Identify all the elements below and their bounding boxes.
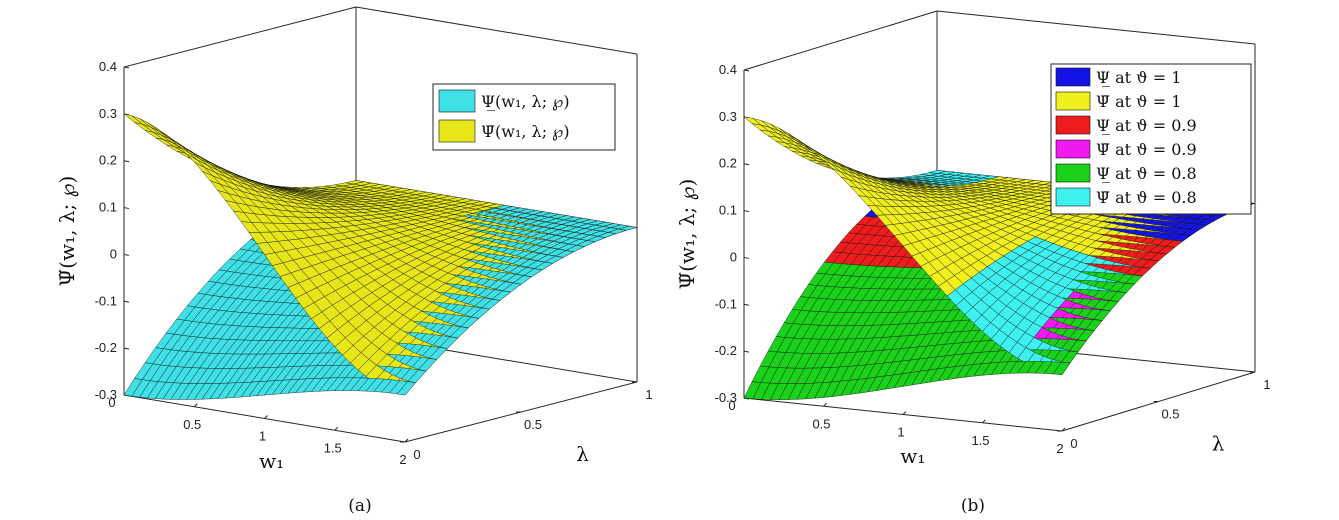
z-tick (123, 160, 130, 163)
z-axis-label: Ψ̃(w₁, λ; ℘) (55, 176, 79, 287)
legend-label: Ψ̲(w₁, λ; ℘) (481, 92, 570, 111)
z-tick-label: -0.1 (95, 293, 117, 308)
y-axis-label: λ (1212, 432, 1225, 456)
surface-mesh (123, 113, 638, 400)
x-tick (404, 438, 409, 443)
legend-label: Ψ̄ at ϑ = 0.9 (1096, 140, 1197, 159)
z-tick-label: 0 (110, 246, 117, 261)
z-tick (743, 350, 750, 353)
z-tick (123, 207, 130, 210)
y-tick-label: 1 (645, 387, 652, 402)
y-axis-label: λ (576, 442, 589, 466)
z-tick-label: -0.1 (715, 296, 737, 311)
legend-label: Ψ̄(w₁, λ; ℘) (481, 122, 570, 141)
legend-b: Ψ̲ at ϑ = 1 Ψ̄ at ϑ = 1 Ψ̲ at ϑ = 0.9 Ψ̄ at… (1050, 63, 1252, 215)
z-tick-label: -0.3 (95, 387, 117, 402)
surface-patch (396, 381, 416, 396)
surface-patch (123, 113, 143, 125)
legend-swatch (438, 119, 476, 143)
z-tick (743, 210, 750, 213)
chart-panel-b: -0.3-0.2-0.100.10.20.30.400.511.52 00.51w… (675, 10, 1271, 516)
x-tick (823, 402, 827, 407)
x-tick (264, 415, 268, 419)
z-tick-label: 0.2 (99, 153, 117, 168)
z-tick-label: 0 (730, 249, 737, 264)
z-tick-label: 0.1 (719, 203, 737, 218)
legend-label: Ψ̄ at ϑ = 1 (1096, 92, 1181, 111)
z-tick (743, 303, 750, 306)
legend-swatch (1055, 139, 1091, 159)
legend-label: Ψ̲ at ϑ = 0.8 (1096, 164, 1197, 183)
z-tick-label: -0.2 (715, 343, 737, 358)
z-tick-label: -0.3 (715, 390, 737, 405)
legend-swatch (438, 89, 476, 113)
legend-swatch (1055, 187, 1091, 207)
z-tick (123, 66, 130, 69)
x-tick-label: 0 (728, 398, 735, 413)
z-tick (743, 256, 750, 259)
x-tick (334, 426, 339, 431)
y-tick-label: 0.5 (1161, 407, 1179, 422)
x-tick-label: 0 (108, 395, 115, 410)
z-tick-label: -0.2 (95, 340, 117, 355)
x-axis-label: w₁ (900, 444, 925, 468)
caption-a: (a) (348, 496, 371, 516)
box-edge-top-left (123, 6, 357, 68)
surface-patch (893, 233, 912, 247)
z-axis-label: Ψ̃(w₁, λ; ℘) (675, 179, 699, 290)
z-tick (743, 163, 750, 166)
z-tick-label: 0.3 (99, 106, 117, 121)
x-tick (193, 403, 198, 408)
legend-label: Ψ̄ at ϑ = 0.8 (1096, 188, 1197, 207)
x-tick (902, 411, 907, 415)
box-edge-top-back (936, 10, 1256, 45)
legend-swatch (1055, 163, 1091, 183)
z-tick-label: 0.2 (719, 156, 737, 171)
legend-swatch (1055, 91, 1091, 111)
surface-patch (1052, 362, 1071, 376)
y-tick-label: 1 (1263, 377, 1270, 392)
caption-b: (b) (961, 496, 985, 516)
x-tick-label: 2 (399, 452, 406, 467)
y-tick-label: 0 (413, 447, 420, 462)
x-tick-label: 0.5 (183, 417, 201, 432)
legend-label: Ψ̲ at ϑ = 1 (1096, 68, 1181, 87)
x-tick-label: 1 (259, 429, 266, 444)
z-tick (743, 69, 750, 72)
z-tick-label: 0.1 (99, 200, 117, 215)
x-tick-label: 1.5 (324, 440, 342, 455)
x-tick-label: 1.5 (971, 433, 989, 448)
x-tick-label: 1 (897, 425, 904, 440)
x-axis-label: w₁ (259, 449, 284, 473)
legend-swatch (1055, 115, 1091, 135)
box-edge-top-left (743, 10, 938, 71)
legend-a: Ψ̲(w₁, λ; ℘) Ψ̄(w₁, λ; ℘) (432, 83, 616, 151)
z-tick (123, 347, 130, 350)
z-tick (123, 253, 130, 256)
z-tick (123, 300, 130, 303)
box-edge-top-back (355, 6, 638, 55)
x-tick (982, 419, 986, 424)
legend-label: Ψ̲ at ϑ = 0.9 (1096, 116, 1197, 135)
y-tick-label: 0.5 (524, 417, 542, 432)
z-tick-label: 0.3 (719, 109, 737, 124)
y-tick-label: 0 (1070, 436, 1077, 451)
z-tick-label: 0.4 (99, 59, 117, 74)
chart-panel-a: -0.3-0.2-0.100.10.20.30.400.511.52 00.51w… (55, 6, 653, 516)
x-tick-label: 0.5 (812, 416, 830, 431)
x-tick (1061, 427, 1066, 432)
legend-swatch (1055, 67, 1091, 87)
x-tick-label: 2 (1056, 441, 1063, 456)
z-tick-label: 0.4 (719, 62, 737, 77)
